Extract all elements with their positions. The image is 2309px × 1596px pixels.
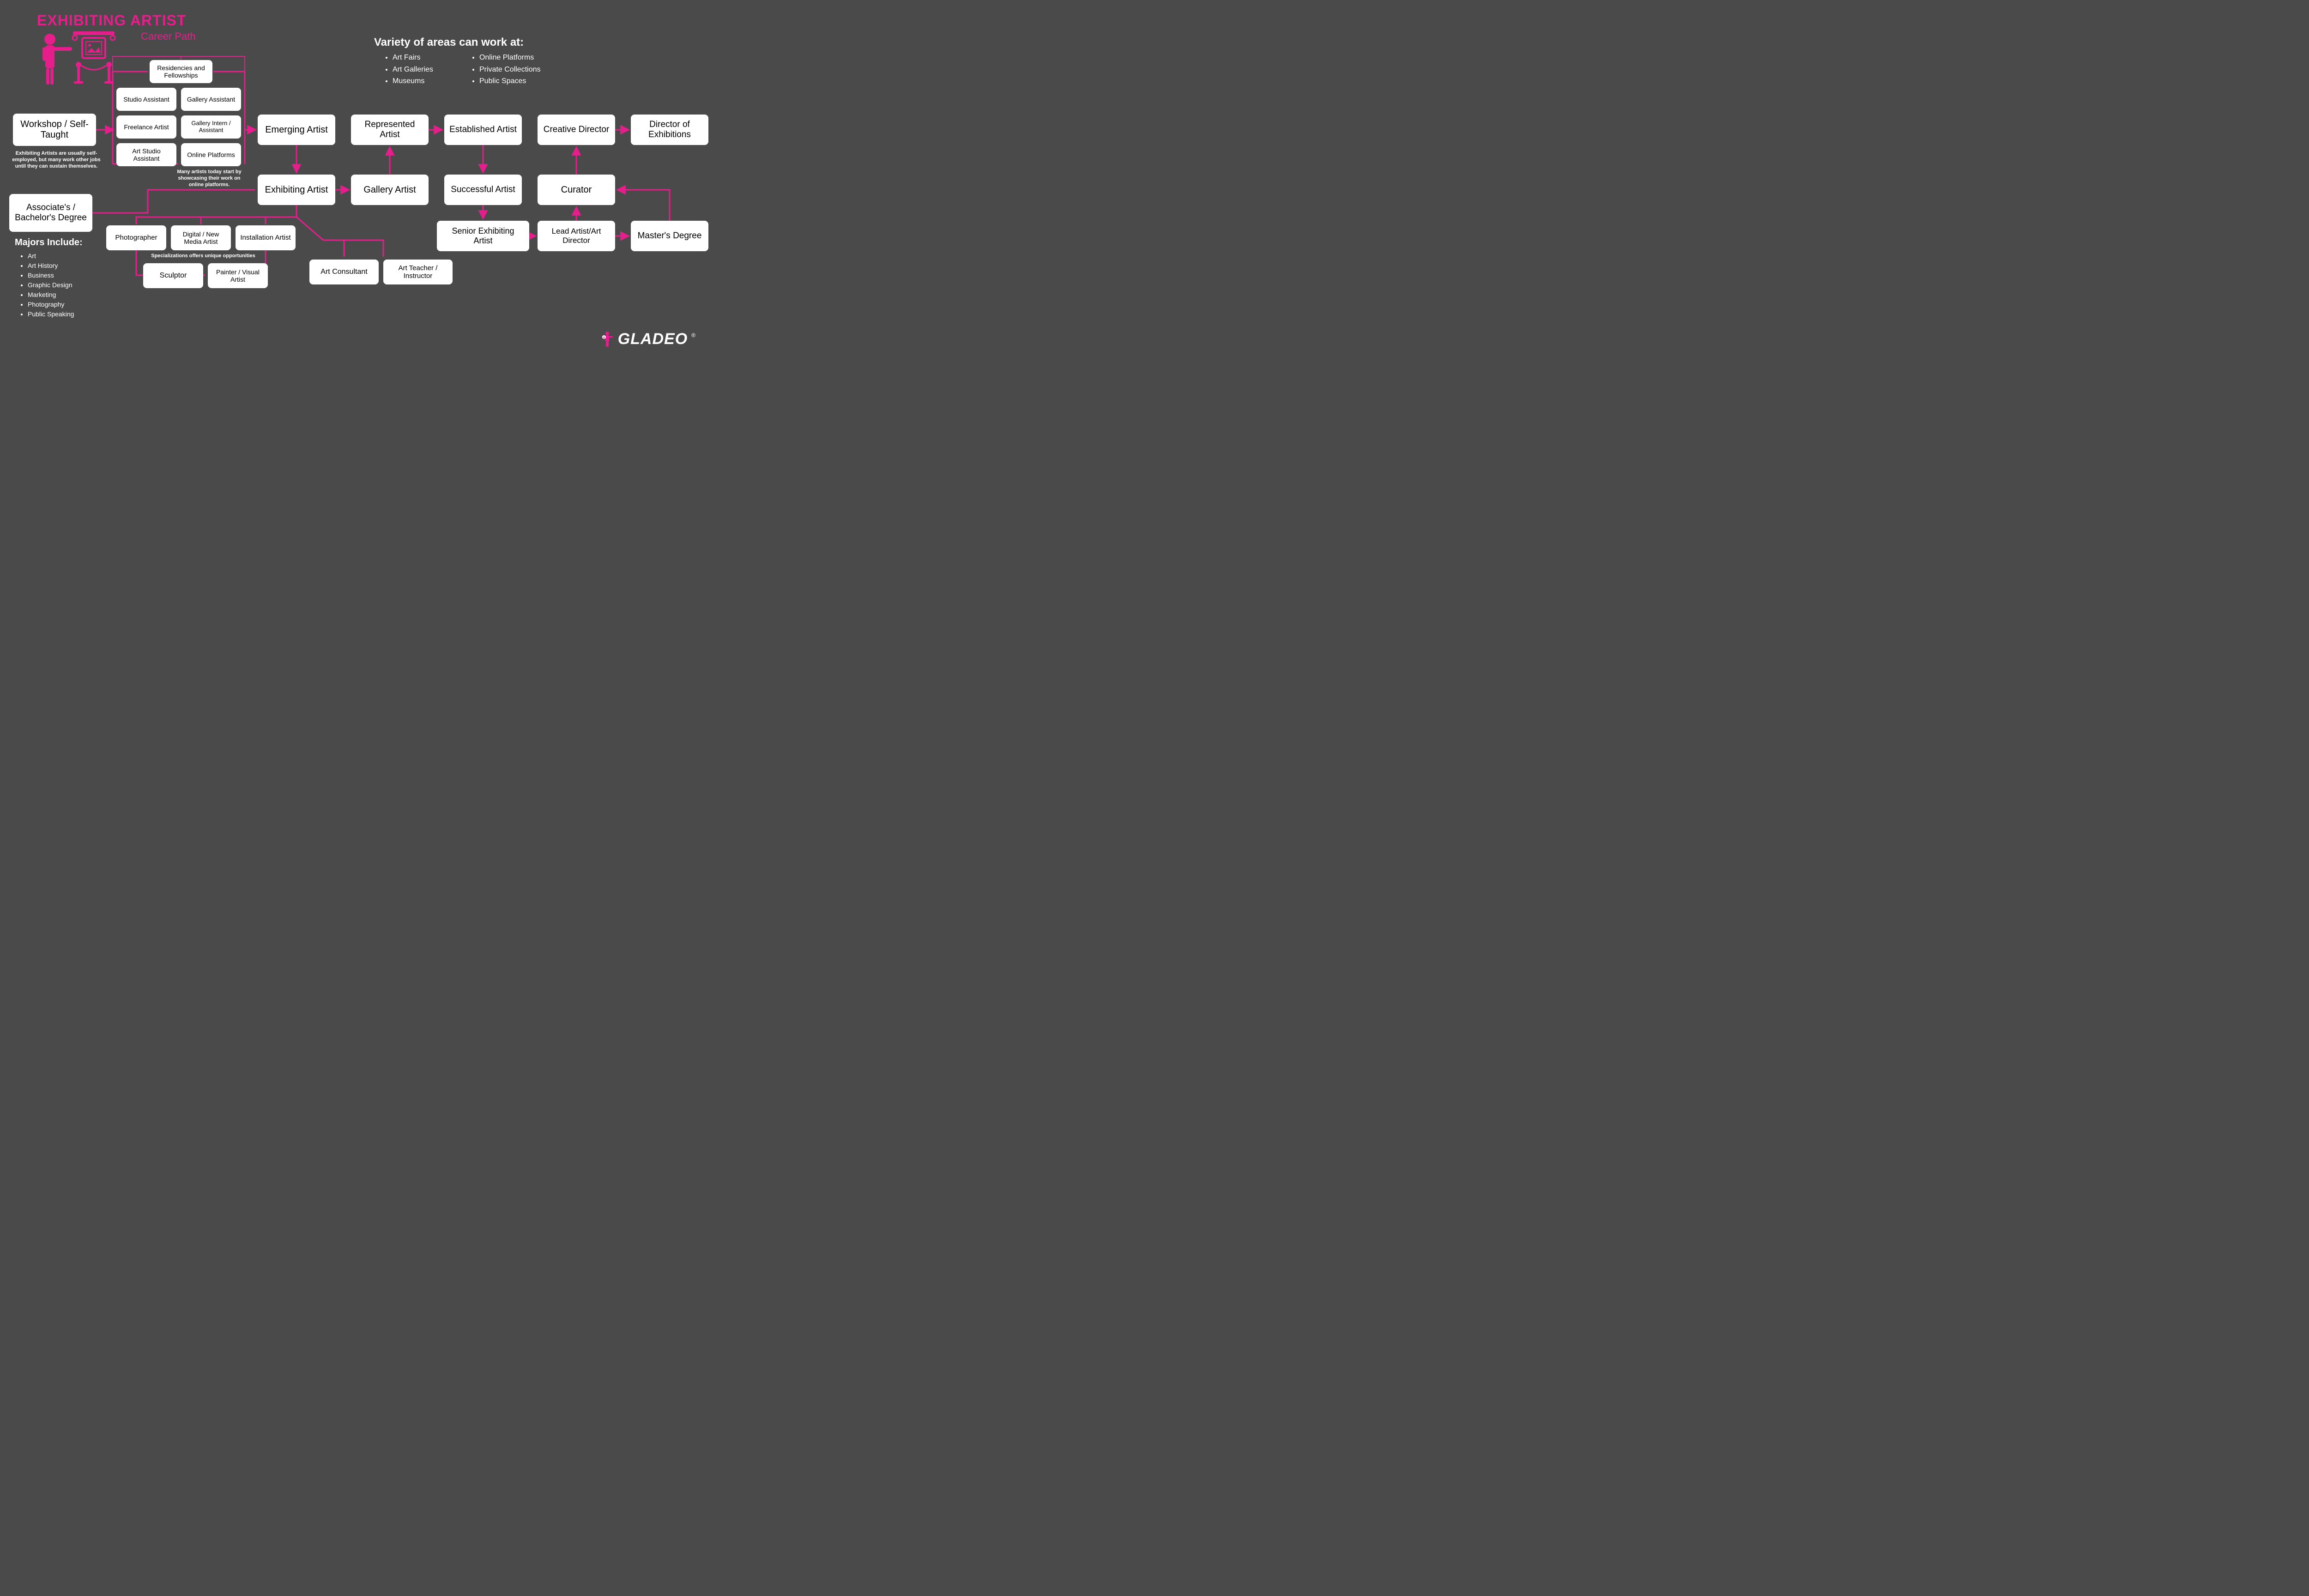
node-creative-dir: Creative Director [538, 115, 615, 145]
node-emerging: Emerging Artist [258, 115, 335, 145]
areas-col2: Online Platforms Private Collections Pub… [471, 52, 541, 87]
node-degree: Associate's / Bachelor's Degree [9, 194, 92, 232]
node-represented: Represented Artist [351, 115, 429, 145]
node-gallery-intern: Gallery Intern / Assistant [181, 115, 241, 139]
node-successful: Successful Artist [444, 175, 522, 205]
areas-heading: Variety of areas can work at: [374, 36, 524, 49]
exhibit-icon [36, 28, 117, 90]
node-gallery-asst: Gallery Assistant [181, 88, 241, 111]
node-workshop: Workshop / Self-Taught [13, 114, 96, 146]
node-photographer: Photographer [106, 225, 166, 250]
majors-heading: Majors Include: [15, 237, 83, 248]
node-lead-artist: Lead Artist/Art Director [538, 221, 615, 251]
page-subtitle: Career Path [141, 30, 196, 42]
svg-text:G: G [603, 337, 605, 339]
node-art-consultant: Art Consultant [309, 260, 379, 284]
node-studio-asst: Studio Assistant [116, 88, 176, 111]
node-senior-exhibiting: Senior Exhibiting Artist [437, 221, 529, 251]
node-art-teacher: Art Teacher / Instructor [383, 260, 453, 284]
node-freelance: Freelance Artist [116, 115, 176, 139]
node-gallery-artist: Gallery Artist [351, 175, 429, 205]
logo-icon: G [600, 331, 614, 348]
note-specializations: Specializations offers unique opportunit… [139, 253, 268, 260]
areas-col1: Art Fairs Art Galleries Museums [384, 52, 433, 87]
node-curator: Curator [538, 175, 615, 205]
node-masters: Master's Degree [631, 221, 708, 251]
note-online-start: Many artists today start by showcasing t… [170, 169, 248, 188]
note-self-employed: Exhibiting Artists are usually self-empl… [10, 151, 103, 169]
brand-logo: G GLADEO ® [600, 330, 695, 348]
node-sculptor: Sculptor [143, 263, 203, 288]
node-installation: Installation Artist [236, 225, 296, 250]
node-residencies: Residencies and Fellowships [150, 60, 212, 83]
node-established: Established Artist [444, 115, 522, 145]
node-dir-exhibitions: Director of Exhibitions [631, 115, 708, 145]
node-art-studio-asst: Art Studio Assistant [116, 143, 176, 166]
logo-text: GLADEO [618, 330, 688, 348]
node-online-platforms: Online Platforms [181, 143, 241, 166]
majors-list: Art Art History Business Graphic Design … [19, 251, 74, 319]
page-title: EXHIBITING ARTIST [37, 12, 186, 29]
node-exhibiting: Exhibiting Artist [258, 175, 335, 205]
node-digital-media: Digital / New Media Artist [171, 225, 231, 250]
node-painter: Painter / Visual Artist [208, 263, 268, 288]
